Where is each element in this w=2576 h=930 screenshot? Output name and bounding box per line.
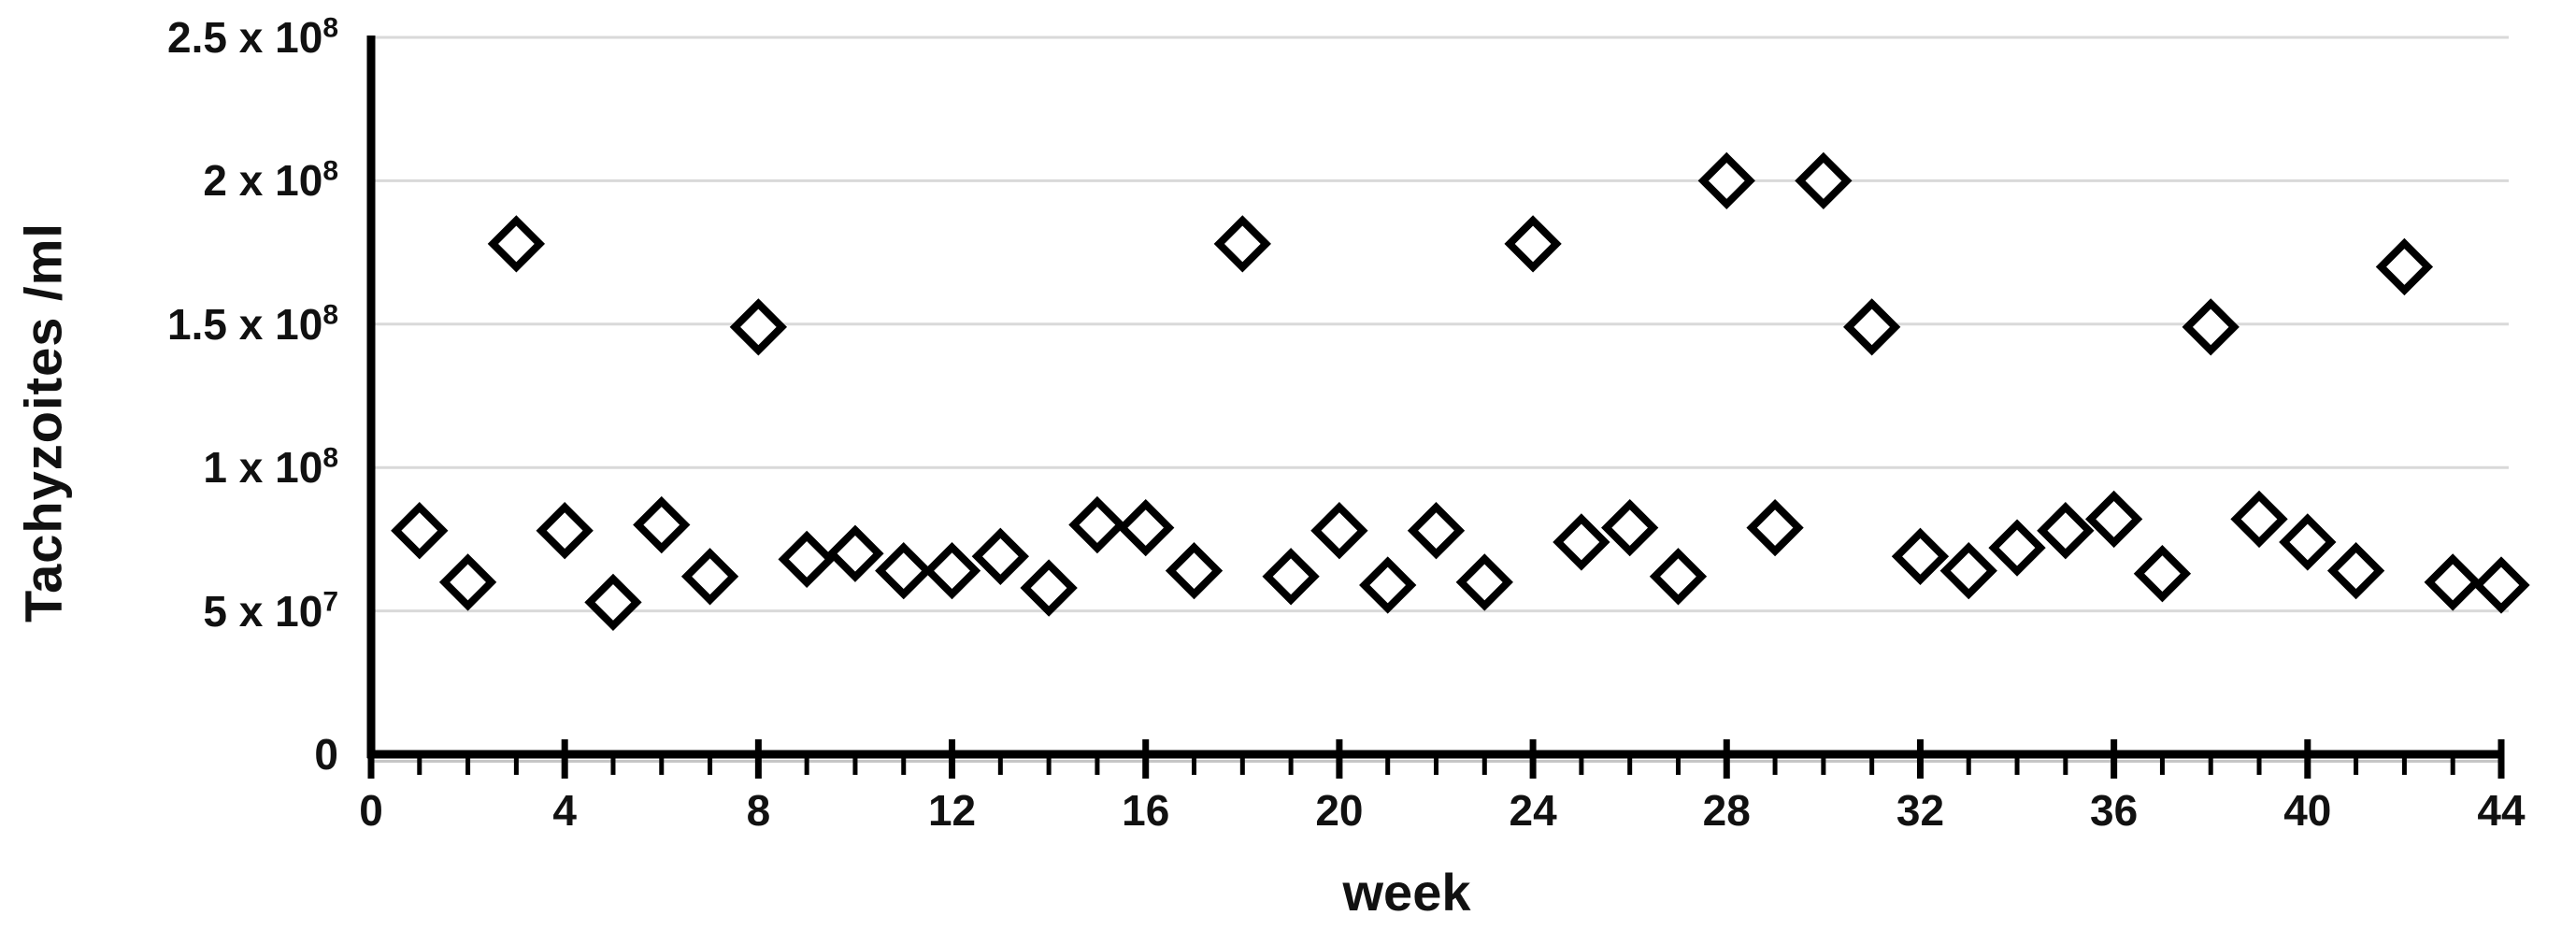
y-tick-label: 1.5 x 108 <box>167 299 338 349</box>
data-point-week-18 <box>1213 215 1271 273</box>
data-point-week-31 <box>1843 298 1901 356</box>
x-tick-label: 28 <box>1702 786 1751 835</box>
y-tick-label: 2 x 108 <box>203 156 338 206</box>
data-point-week-23 <box>1455 553 1513 611</box>
x-tick-label: 44 <box>2477 786 2526 835</box>
data-point-week-13 <box>971 527 1029 585</box>
data-point-week-41 <box>2326 541 2385 600</box>
data-point-week-3 <box>487 215 546 273</box>
x-tick-label: 4 <box>552 786 577 835</box>
data-point-week-12 <box>923 541 981 600</box>
x-tick-label: 36 <box>2090 786 2139 835</box>
data-point-week-33 <box>1939 541 1997 600</box>
data-point-week-19 <box>1262 548 1320 606</box>
x-tick-label: 8 <box>746 786 771 835</box>
data-point-week-43 <box>2424 553 2482 611</box>
data-point-week-7 <box>680 548 739 606</box>
x-tick-label: 16 <box>1122 786 1170 835</box>
data-point-week-37 <box>2133 545 2192 603</box>
data-point-week-27 <box>1649 548 1708 606</box>
data-point-week-21 <box>1359 556 1417 614</box>
x-tick-label: 20 <box>1315 786 1364 835</box>
x-tick-label: 24 <box>1509 786 1557 835</box>
data-point-week-6 <box>633 495 691 554</box>
data-point-week-38 <box>2182 298 2240 356</box>
data-point-week-17 <box>1165 541 1224 600</box>
data-point-week-1 <box>391 502 449 560</box>
data-point-week-28 <box>1697 151 1755 210</box>
data-point-week-26 <box>1601 498 1659 557</box>
data-point-week-15 <box>1068 495 1126 554</box>
data-point-week-8 <box>729 298 788 356</box>
data-point-week-35 <box>2037 502 2095 560</box>
x-tick-label: 32 <box>1896 786 1945 835</box>
data-point-week-40 <box>2279 513 2337 571</box>
data-point-week-29 <box>1746 498 1804 557</box>
y-axis-title: Tachyzoites /ml <box>13 222 73 622</box>
data-point-week-39 <box>2230 490 2288 549</box>
data-point-week-5 <box>584 573 642 632</box>
data-point-week-4 <box>536 502 594 560</box>
data-point-week-20 <box>1310 502 1368 560</box>
data-point-week-36 <box>2084 490 2143 549</box>
data-point-week-44 <box>2472 556 2530 614</box>
y-tick-label: 2.5 x 108 <box>167 12 338 62</box>
x-tick-label: 0 <box>359 786 383 835</box>
x-tick-label: 40 <box>2283 786 2332 835</box>
data-point-week-11 <box>875 541 933 600</box>
data-point-week-25 <box>1553 513 1610 571</box>
data-point-week-16 <box>1117 498 1175 557</box>
x-axis-title: week <box>1342 863 1471 922</box>
data-point-week-42 <box>2375 237 2434 296</box>
data-point-week-2 <box>438 553 497 611</box>
data-point-week-10 <box>826 524 884 582</box>
data-point-week-24 <box>1504 215 1562 273</box>
data-point-week-22 <box>1407 502 1466 560</box>
data-point-week-32 <box>1891 527 1950 585</box>
data-point-week-34 <box>1988 519 2046 577</box>
y-tick-label: 1 x 108 <box>203 442 338 493</box>
data-point-week-14 <box>1020 559 1078 617</box>
data-point-week-9 <box>778 530 836 589</box>
y-tick-label: 5 x 107 <box>203 586 338 636</box>
y-tick-label: 0 <box>314 730 338 779</box>
data-point-week-30 <box>1795 151 1853 210</box>
x-tick-label: 12 <box>927 786 977 835</box>
